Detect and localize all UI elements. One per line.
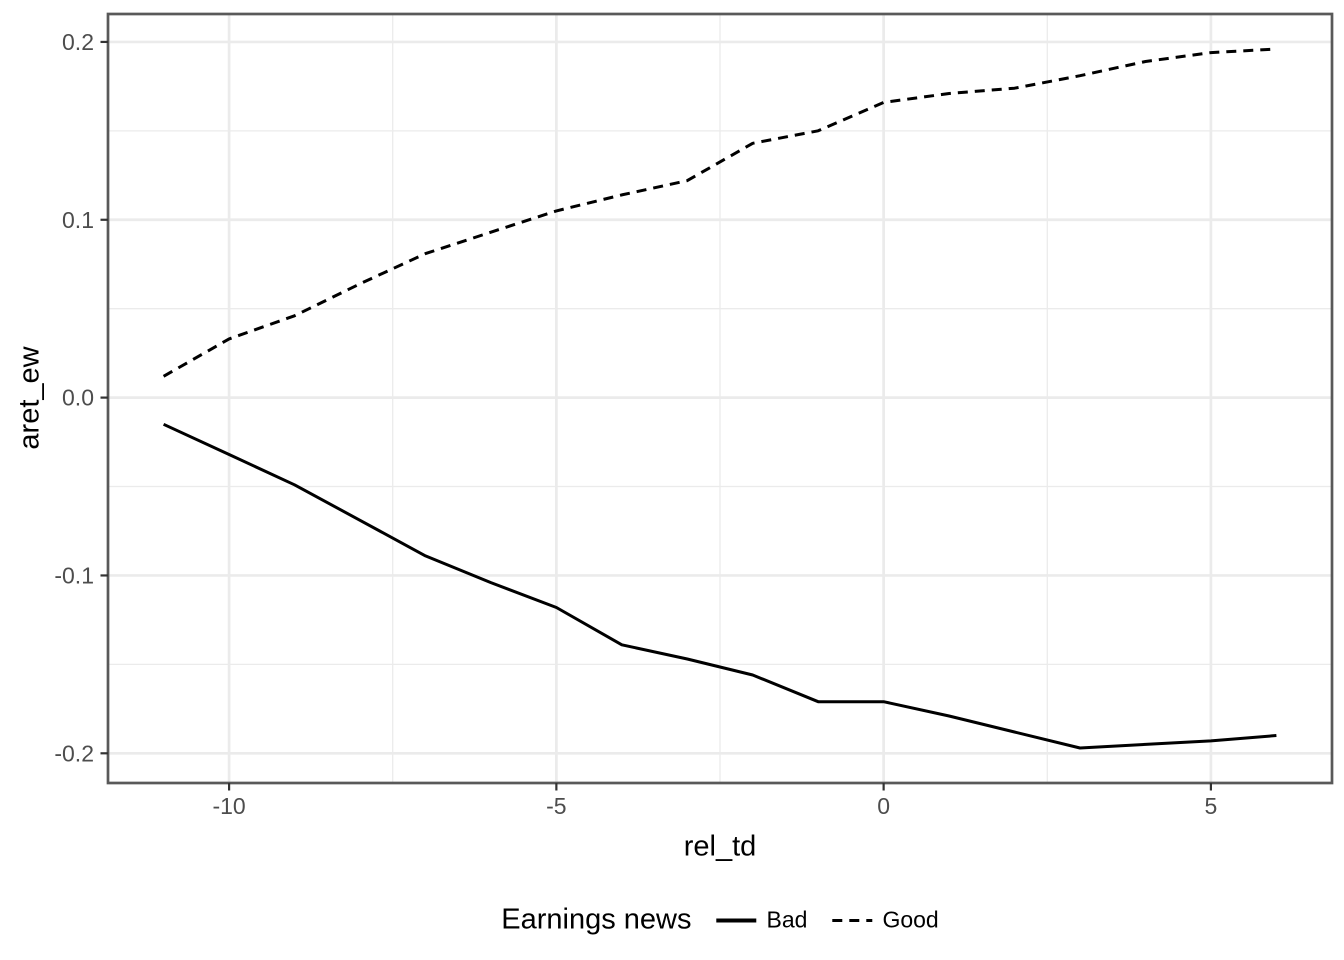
series-line-bad bbox=[162, 422, 1277, 750]
y-axis-tick-label: -0.2 bbox=[54, 740, 94, 766]
legend: Earnings news Bad Good bbox=[501, 904, 938, 937]
series-line-good bbox=[162, 47, 1277, 378]
y-axis-title: aret_ew bbox=[13, 346, 46, 450]
x-axis-tick-label: 0 bbox=[877, 793, 890, 819]
y-axis-tick-label: 0.1 bbox=[62, 207, 94, 233]
legend-label-good: Good bbox=[882, 906, 939, 933]
dashed-line-key-icon bbox=[832, 918, 873, 922]
x-axis-title: rel_td bbox=[683, 830, 757, 863]
x-axis-tick-label: 5 bbox=[1205, 793, 1218, 819]
solid-line-key-icon bbox=[716, 918, 757, 922]
legend-label-bad: Bad bbox=[766, 906, 808, 933]
legend-item-bad: Bad bbox=[716, 906, 808, 934]
y-axis-tick-label: 0.2 bbox=[62, 29, 94, 55]
y-axis-tick-label: -0.1 bbox=[54, 562, 94, 588]
y-axis-tick-label: 0.0 bbox=[62, 385, 94, 411]
x-axis-tick-label: -10 bbox=[212, 793, 245, 819]
legend-title: Earnings news bbox=[501, 903, 692, 936]
x-axis-tick-label: -5 bbox=[546, 793, 566, 819]
legend-item-good: Good bbox=[831, 906, 939, 934]
